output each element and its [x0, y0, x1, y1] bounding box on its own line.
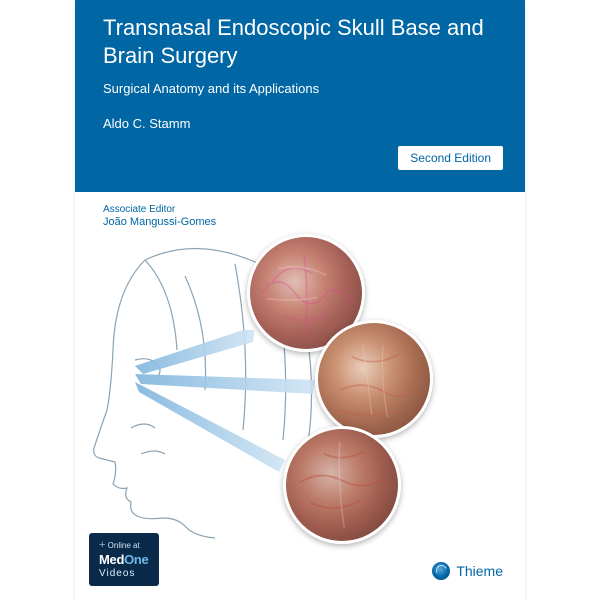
medone-one: One [124, 552, 148, 567]
edition-badge: Second Edition [398, 146, 503, 170]
illustration-area [75, 230, 525, 540]
publisher-name: Thieme [456, 563, 503, 579]
title-band: Transnasal Endoscopic Skull Base and Bra… [75, 0, 525, 192]
associate-editor-name: João Mangussi-Gomes [103, 216, 216, 228]
associate-editor-label: Associate Editor [103, 204, 216, 215]
book-author: Aldo C. Stamm [103, 116, 497, 131]
publisher-logo-icon [432, 562, 450, 580]
surgical-view-2 [315, 320, 433, 438]
vasculature-overlay [286, 429, 398, 541]
medone-brand: MedOne [99, 552, 149, 567]
book-title: Transnasal Endoscopic Skull Base and Bra… [103, 14, 497, 69]
book-subtitle: Surgical Anatomy and its Applications [103, 81, 497, 96]
book-cover: Transnasal Endoscopic Skull Base and Bra… [75, 0, 525, 600]
surgical-view-3 [283, 426, 401, 544]
medone-badge: + Online at MedOne Videos [89, 533, 159, 586]
medone-med: Med [99, 552, 124, 567]
publisher-block: Thieme [432, 562, 503, 580]
medone-online-text: Online at [108, 541, 140, 550]
associate-editor-block: Associate Editor João Mangussi-Gomes [103, 204, 216, 228]
vasculature-overlay [318, 323, 430, 435]
medone-plus-icon: + [99, 539, 105, 551]
medone-videos-text: Videos [99, 568, 135, 579]
